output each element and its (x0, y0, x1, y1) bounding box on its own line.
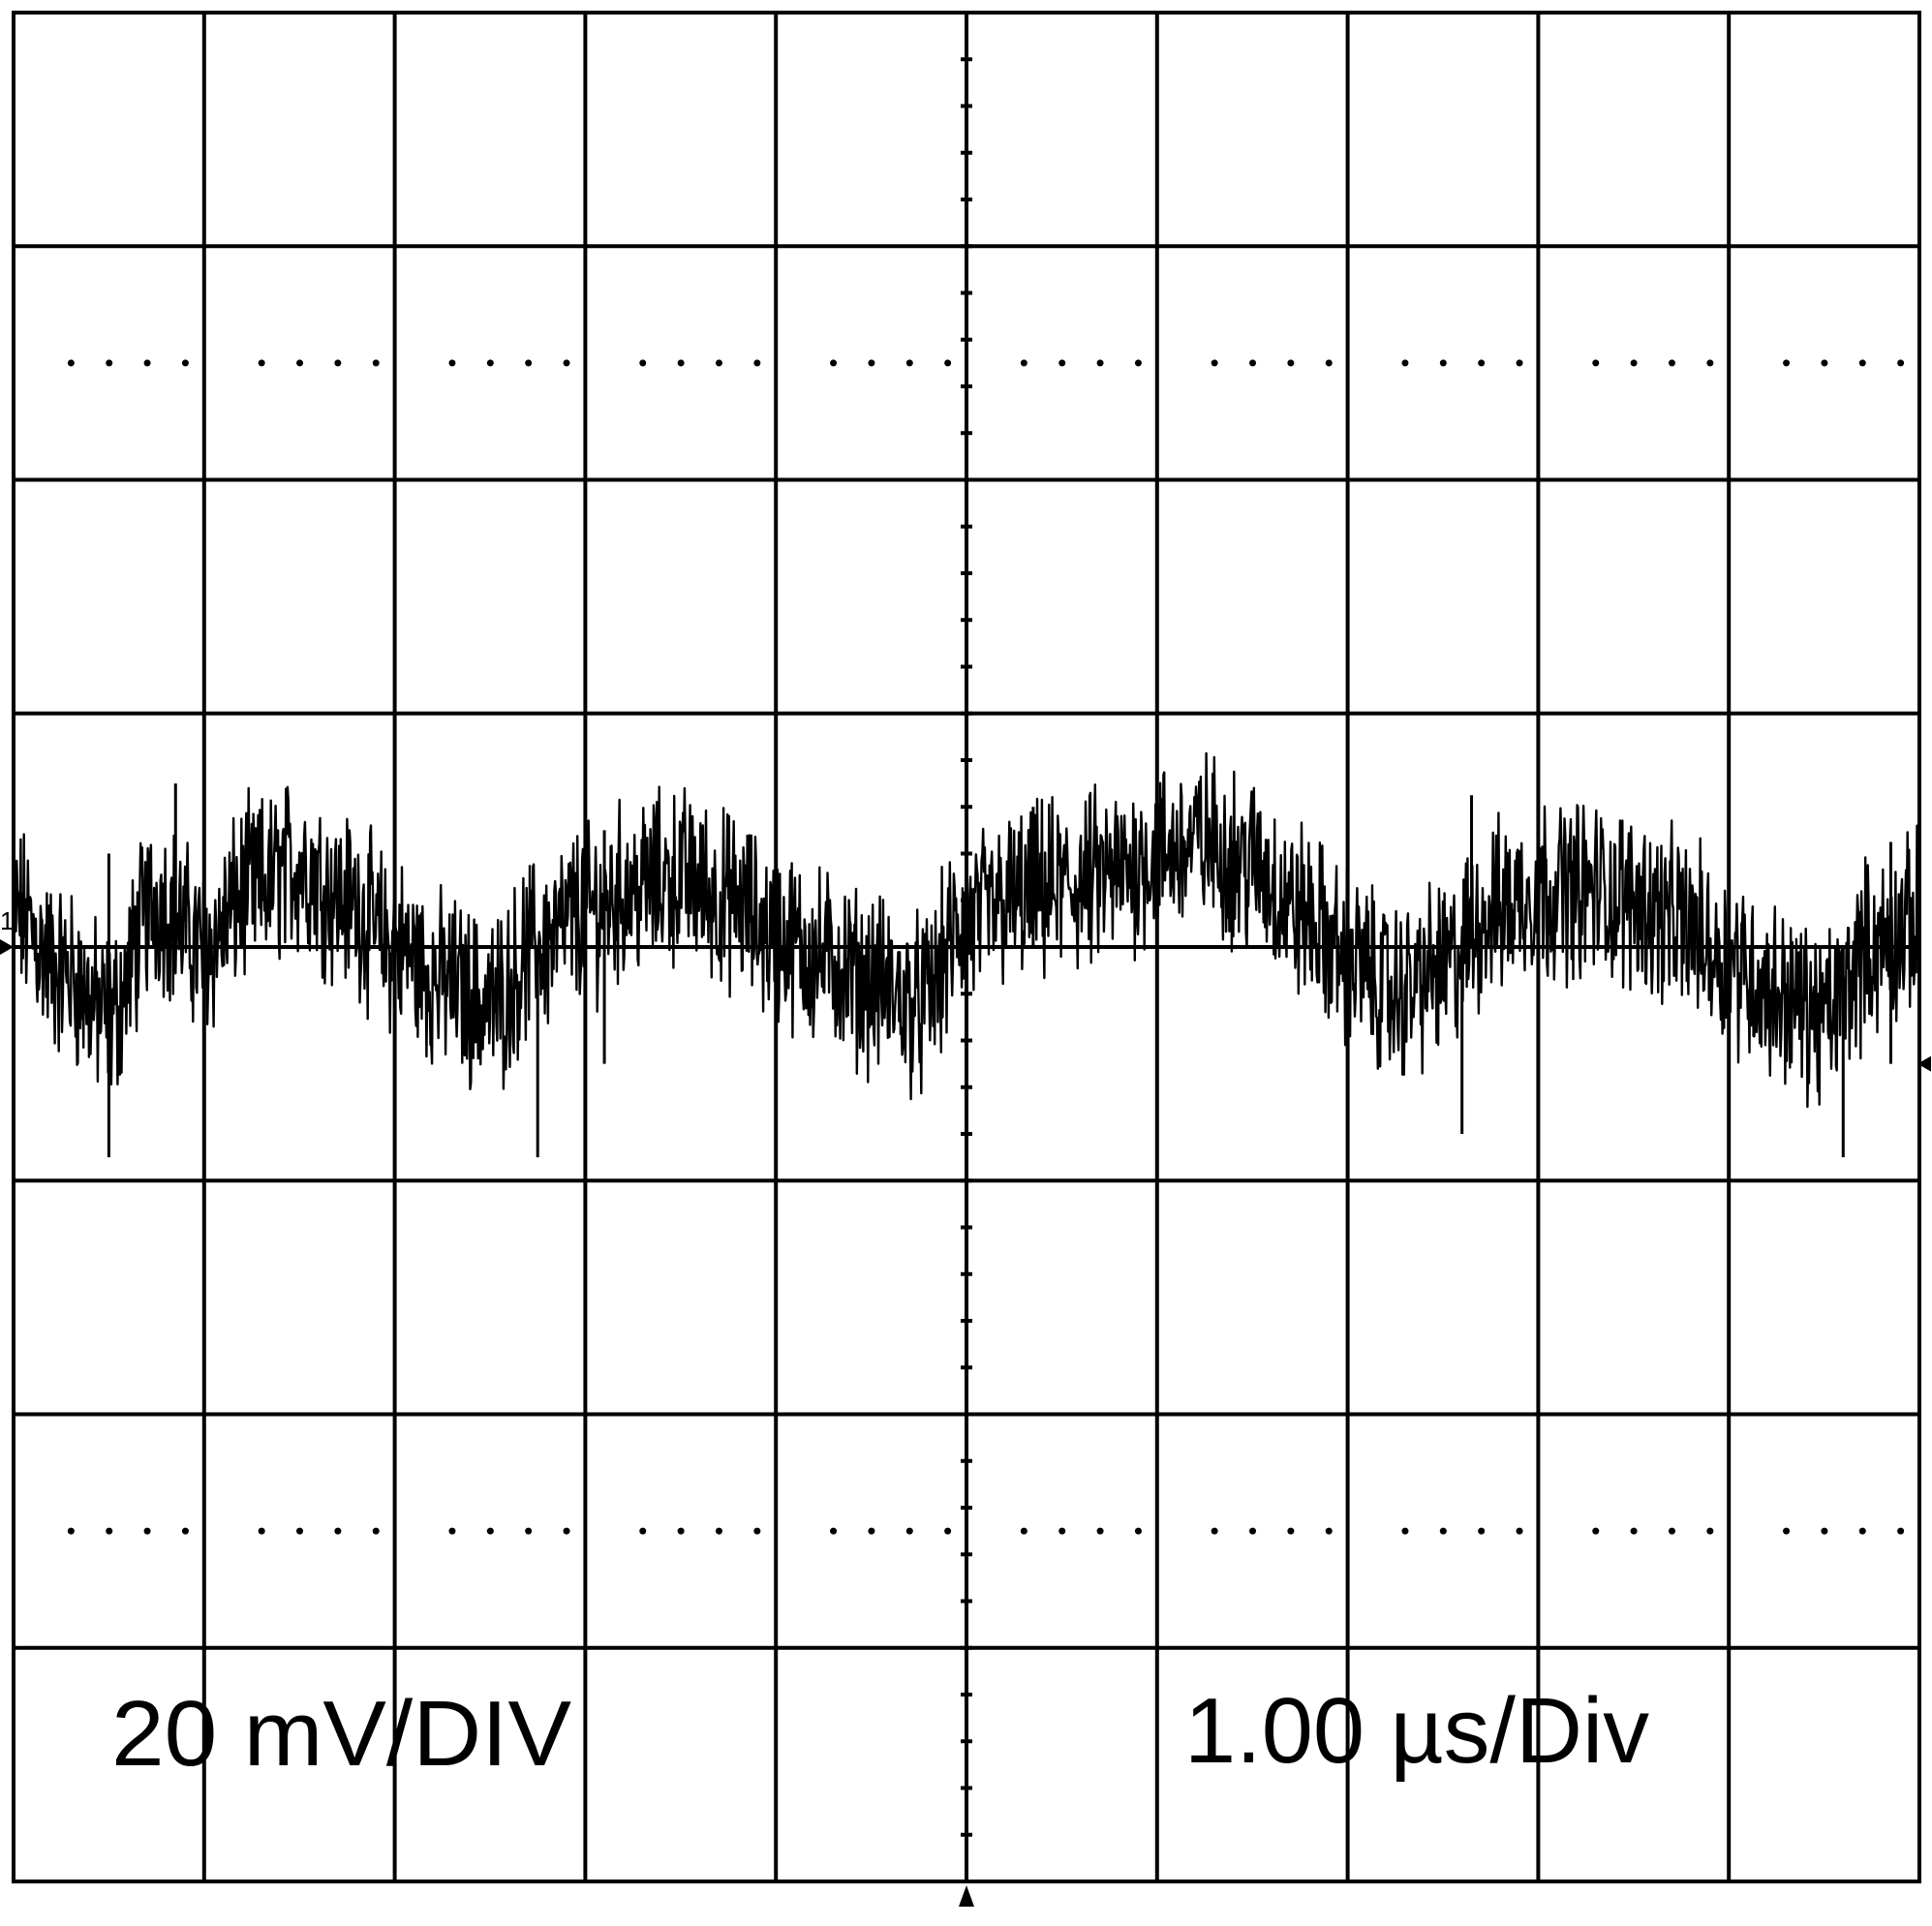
grid-subdivision-dot (1325, 1527, 1333, 1535)
grid-subdivision-dot (1821, 1527, 1828, 1535)
signal-trace (12, 751, 1920, 1158)
grid-subdivision-dot (1592, 1527, 1600, 1535)
graticule-subdivision-dots (67, 359, 1905, 1535)
grid-subdivision-dot (1439, 359, 1447, 367)
grid-subdivision-dot (677, 359, 685, 367)
grid-subdivision-dot (563, 359, 570, 367)
grid-subdivision-dot (1134, 359, 1142, 367)
grid-subdivision-dot (372, 1527, 380, 1535)
grid-subdivision-dot (1096, 1527, 1104, 1535)
grid-subdivision-dot (1058, 359, 1066, 367)
grid-subdivision-dot (106, 359, 113, 367)
grid-subdivision-dot (639, 1527, 647, 1535)
grid-subdivision-dot (563, 1527, 570, 1535)
grid-subdivision-dot (525, 359, 533, 367)
grid-subdivision-dot (1706, 359, 1714, 367)
grid-subdivision-dot (905, 359, 913, 367)
grid-subdivision-dot (1401, 359, 1409, 367)
grid-subdivision-dot (1630, 1527, 1638, 1535)
grid-subdivision-dot (905, 1527, 913, 1535)
trigger-position-marker (959, 1885, 974, 1907)
grid-subdivision-dot (1211, 359, 1218, 367)
grid-subdivision-dot (1249, 1527, 1257, 1535)
grid-subdivision-dot (258, 1527, 265, 1535)
grid-subdivision-dot (677, 1527, 685, 1535)
grid-subdivision-dot (525, 1527, 533, 1535)
time-per-div-label: 1.00 µs/Div (1184, 1679, 1649, 1783)
grid-subdivision-dot (143, 359, 151, 367)
grid-subdivision-dot (448, 359, 456, 367)
grid-subdivision-dot (67, 1527, 75, 1535)
grid-subdivision-dot (448, 1527, 456, 1535)
ground-level-marker-left (0, 939, 14, 955)
grid-subdivision-dot (1478, 359, 1486, 367)
grid-subdivision-dot (1897, 1527, 1905, 1535)
grid-subdivision-dot (1706, 1527, 1714, 1535)
volts-per-div-label: 20 mV/DIV (111, 1682, 571, 1786)
grid-subdivision-dot (1249, 359, 1257, 367)
grid-subdivision-dot (1516, 359, 1523, 367)
grid-subdivision-dot (1020, 359, 1027, 367)
grid-subdivision-dot (1478, 1527, 1486, 1535)
signal-trace-line (12, 751, 1920, 1109)
grid-subdivision-dot (1516, 1527, 1523, 1535)
grid-subdivision-dot (944, 1527, 952, 1535)
grid-subdivision-dot (67, 359, 75, 367)
grid-subdivision-dot (715, 1527, 722, 1535)
grid-subdivision-dot (868, 1527, 875, 1535)
grid-subdivision-dot (753, 1527, 761, 1535)
grid-subdivision-dot (1020, 1527, 1027, 1535)
grid-subdivision-dot (143, 1527, 151, 1535)
grid-subdivision-dot (639, 359, 647, 367)
grid-subdivision-dot (1668, 359, 1675, 367)
grid-subdivision-dot (1783, 359, 1791, 367)
grid-subdivision-dot (181, 1527, 189, 1535)
grid-subdivision-dot (753, 359, 761, 367)
grid-subdivision-dot (1096, 359, 1104, 367)
grid-subdivision-dot (1592, 359, 1600, 367)
grid-subdivision-dot (296, 1527, 304, 1535)
grid-subdivision-dot (1211, 1527, 1218, 1535)
grid-subdivision-dot (106, 1527, 113, 1535)
grid-subdivision-dot (1439, 1527, 1447, 1535)
grid-subdivision-dot (830, 1527, 838, 1535)
grid-subdivision-dot (830, 359, 838, 367)
grid-subdivision-dot (1783, 1527, 1791, 1535)
grid-subdivision-dot (1401, 1527, 1409, 1535)
grid-subdivision-dot (1668, 1527, 1675, 1535)
grid-subdivision-dot (372, 359, 380, 367)
grid-subdivision-dot (181, 359, 189, 367)
grid-subdivision-dot (334, 1527, 342, 1535)
grid-subdivision-dot (1858, 359, 1866, 367)
ground-level-marker-right (1917, 1055, 1931, 1072)
grid-subdivision-dot (1287, 359, 1295, 367)
grid-subdivision-dot (1058, 1527, 1066, 1535)
grid-subdivision-dot (1630, 359, 1638, 367)
grid-subdivision-dot (1287, 1527, 1295, 1535)
grid-subdivision-dot (1897, 359, 1905, 367)
trace-markers (0, 939, 1931, 1907)
grid-subdivision-dot (944, 359, 952, 367)
channel-marker-label: 1 (0, 906, 14, 935)
grid-subdivision-dot (1858, 1527, 1866, 1535)
grid-subdivision-dot (334, 359, 342, 367)
grid-subdivision-dot (258, 359, 265, 367)
grid-subdivision-dot (868, 359, 875, 367)
grid-subdivision-dot (1325, 359, 1333, 367)
grid-subdivision-dot (1134, 1527, 1142, 1535)
grid-subdivision-dot (486, 1527, 494, 1535)
grid-subdivision-dot (486, 359, 494, 367)
grid-subdivision-dot (1821, 359, 1828, 367)
grid-subdivision-dot (296, 359, 304, 367)
grid-subdivision-dot (715, 359, 722, 367)
